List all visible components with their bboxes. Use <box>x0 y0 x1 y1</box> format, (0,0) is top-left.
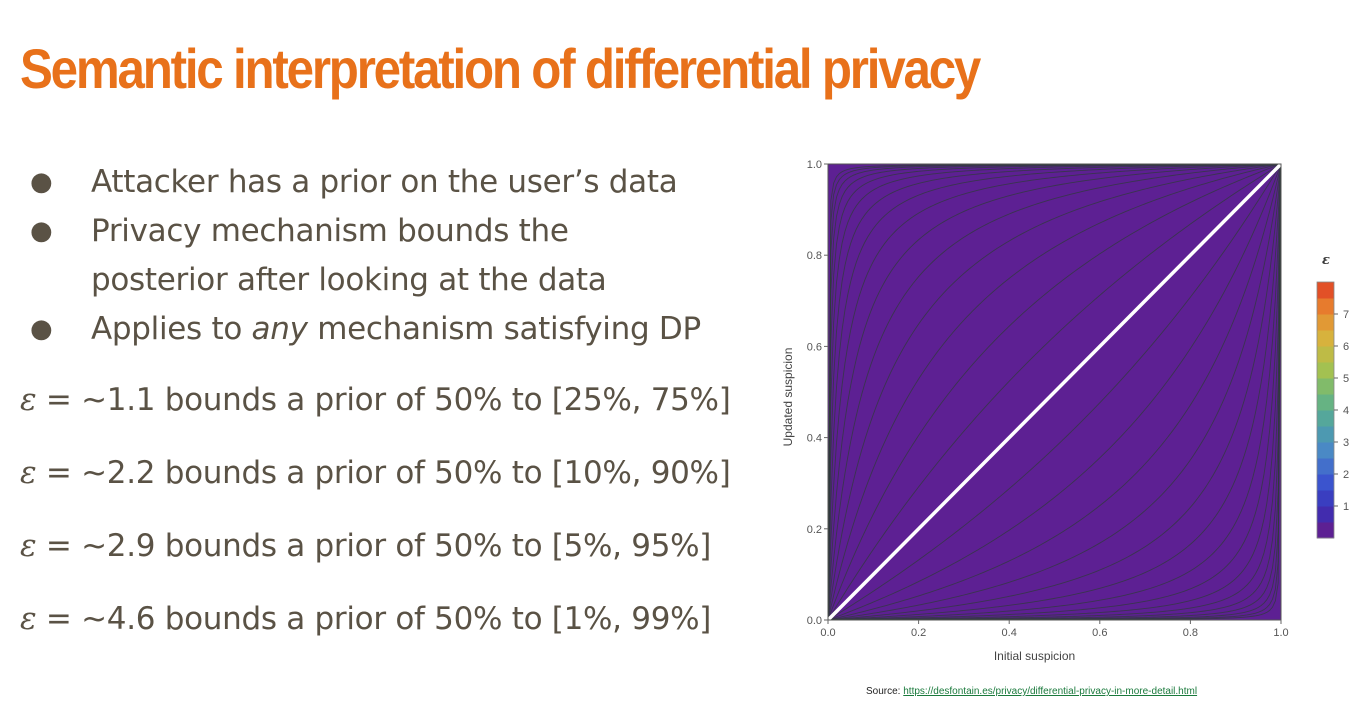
source-citation: Source: https://desfontain.es/privacy/di… <box>866 686 1197 697</box>
contour-line <box>827 163 1282 621</box>
epsilon-statement: ε = ~2.2 bounds a prior of 50% to [10%, … <box>20 455 731 491</box>
contour-line <box>827 163 1282 621</box>
bullet-text: Attacker has a prior on the user’s data <box>91 164 678 200</box>
x-tick-label: 1.0 <box>1273 627 1288 639</box>
bullet-item: ● Privacy mechanism bounds the <box>30 207 770 256</box>
epsilon-text: = ~2.9 bounds a prior of 50% to [5%, 95%… <box>36 528 712 564</box>
colorbar-tick-label: 1 <box>1343 501 1349 513</box>
y-tick-label: 0.6 <box>807 341 822 353</box>
contour-line <box>827 163 1282 621</box>
colorbar-swatch <box>1317 394 1334 411</box>
epsilon-symbol: ε <box>20 455 37 491</box>
colorbar-swatch <box>1317 506 1334 523</box>
colorbar-swatch <box>1317 426 1334 443</box>
colorbar-tick-label: 3 <box>1343 437 1349 449</box>
contour-line <box>827 163 1282 621</box>
contour-line <box>827 163 1282 621</box>
y-axis-label: Updated suspicion <box>781 348 795 447</box>
y-tick-label: 0.2 <box>807 524 822 536</box>
bullet-text: Applies to <box>91 311 252 347</box>
plot-frame <box>827 163 1282 621</box>
x-axis-label: Initial suspicion <box>994 649 1075 663</box>
colorbar-swatch <box>1317 522 1334 539</box>
colorbar-tick-label: 6 <box>1343 341 1349 353</box>
y-tick-label: 1.0 <box>807 159 822 171</box>
x-tick-label: 0.8 <box>1183 627 1198 639</box>
colorbar-tick-label: 4 <box>1343 405 1349 417</box>
colorbar-tick-label: 5 <box>1343 373 1349 385</box>
tick-labels: 0.0 0.2 0.4 0.6 0.8 1.0 0.0 0.2 0.4 0.6 0.8 1.0 <box>807 159 1289 639</box>
bullet-list: ● Attacker has a prior on the user’s dat… <box>30 158 770 354</box>
colorbar-swatch <box>1317 314 1334 331</box>
colorbar-swatch <box>1317 298 1334 315</box>
contour-line <box>827 163 1282 621</box>
colorbar-tick-label: 7 <box>1343 309 1349 321</box>
x-tick-label: 0.6 <box>1092 627 1107 639</box>
epsilon-symbol: ε <box>20 601 37 637</box>
slide-title: Semantic interpretation of differential … <box>20 37 981 100</box>
source-link[interactable]: https://desfontain.es/privacy/differenti… <box>903 686 1198 697</box>
epsilon-text: = ~2.2 bounds a prior of 50% to [10%, 90… <box>36 455 731 491</box>
colorbar-swatch <box>1317 458 1334 475</box>
x-tick-label: 0.2 <box>911 627 926 639</box>
contour-line <box>827 163 1282 621</box>
bullet-dot: ● <box>30 314 53 344</box>
colorbar-swatch <box>1317 474 1334 491</box>
colorbar: 1 2 3 4 5 6 7 ε <box>1316 253 1349 539</box>
contour-line <box>827 163 1282 621</box>
y-tick-label: 0.8 <box>807 250 822 262</box>
colorbar-swatch <box>1317 410 1334 427</box>
contour-line <box>827 163 1282 621</box>
x-tick-label: 0.4 <box>1002 627 1017 639</box>
colorbar-swatch <box>1317 330 1334 347</box>
bullet-text: mechanism satisfying DP <box>307 311 701 347</box>
colorbar-swatch <box>1317 346 1334 363</box>
epsilon-statement: ε = ~1.1 bounds a prior of 50% to [25%, … <box>20 382 731 418</box>
contour-line <box>827 163 1282 621</box>
colorbar-title: ε <box>1322 253 1330 268</box>
contour-line <box>827 163 1282 621</box>
epsilon-symbol: ε <box>20 382 37 418</box>
bullet-item: ● Attacker has a prior on the user’s dat… <box>30 158 770 207</box>
epsilon-text: = ~4.6 bounds a prior of 50% to [1%, 99%… <box>36 601 712 637</box>
diagonal-line <box>826 162 1283 622</box>
bullet-dot: ● <box>30 167 53 197</box>
bullet-continuation: posterior after looking at the data <box>30 256 770 305</box>
contour-line <box>827 163 1282 621</box>
bullet-text: posterior after looking at the data <box>91 262 607 298</box>
bullet-text: Privacy mechanism bounds the <box>91 213 569 249</box>
source-label: Source: <box>866 686 904 697</box>
colorbar-swatch <box>1317 442 1334 459</box>
contour-line <box>827 163 1282 621</box>
colorbar-swatch <box>1317 490 1334 507</box>
colorbar-swatch <box>1317 362 1334 379</box>
contour-plot: 0.0 0.2 0.4 0.6 0.8 1.0 0.0 0.2 0.4 0.6 0.8 1.0 Init… <box>781 159 1349 663</box>
y-tick-label: 0.0 <box>807 615 822 627</box>
colorbar-tick-label: 2 <box>1343 469 1349 481</box>
bullet-dot: ● <box>30 216 53 246</box>
bullet-item: ● Applies to any mechanism satisfying DP <box>30 305 770 354</box>
bullet-emphasis: any <box>251 311 308 347</box>
epsilon-text: = ~1.1 bounds a prior of 50% to [25%, 75… <box>36 382 731 418</box>
epsilon-statement: ε = ~4.6 bounds a prior of 50% to [1%, 9… <box>20 601 711 637</box>
colorbar-swatch <box>1317 378 1334 395</box>
colorbar-swatch <box>1317 282 1334 299</box>
contour-line <box>827 163 1282 621</box>
epsilon-symbol: ε <box>20 528 37 564</box>
contour-line <box>827 163 1282 621</box>
y-tick-label: 0.4 <box>807 433 822 445</box>
contour-line <box>827 163 1282 621</box>
epsilon-statement: ε = ~2.9 bounds a prior of 50% to [5%, 9… <box>20 528 711 564</box>
x-tick-label: 0.0 <box>820 627 835 639</box>
